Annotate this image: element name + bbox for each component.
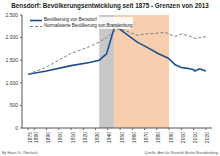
svg-text:1940: 1940: [106, 132, 112, 143]
svg-text:1960: 1960: [131, 132, 137, 143]
svg-text:1.000: 1.000: [8, 80, 18, 86]
svg-text:1875: 1875: [27, 132, 33, 143]
svg-text:1970: 1970: [143, 132, 149, 143]
svg-text:1890: 1890: [45, 132, 51, 143]
svg-text:1950: 1950: [119, 132, 125, 143]
html-text:Quelle: Amt für Statistik Berl: Quelle: Amt für Statistik Berlin-Branden…: [144, 151, 218, 155]
html-text:Normalisierte Bevölkerung von: Normalisierte Bevölkerung von Brandenbur…: [44, 23, 133, 28]
svg-text:1990: 1990: [168, 132, 174, 143]
html-text:Bensdorf: Bevölkerungsentwickl: Bensdorf: Bevölkerungsentwicklung seit 1…: [11, 2, 209, 9]
svg-text:2020: 2020: [204, 132, 210, 143]
svg-text:2000: 2000: [180, 132, 186, 143]
svg-text:1980: 1980: [155, 132, 161, 143]
svg-text:1900: 1900: [57, 132, 63, 143]
svg-text:2.500: 2.500: [8, 12, 18, 18]
svg-text:1880: 1880: [33, 132, 39, 143]
svg-text:0: 0: [15, 125, 18, 131]
svg-text:1930: 1930: [94, 132, 100, 143]
svg-text:2.000: 2.000: [8, 34, 18, 40]
svg-text:2010: 2010: [192, 132, 198, 143]
html-text:Bevölkerung von Bensdorf: Bevölkerung von Bensdorf: [44, 17, 97, 22]
svg-text:1920: 1920: [82, 132, 88, 143]
html-text:By Hans G. Oberlack: By Hans G. Oberlack: [2, 151, 38, 155]
svg-text:500: 500: [10, 102, 19, 108]
svg-text:1.500: 1.500: [8, 57, 18, 63]
svg-text:1910: 1910: [70, 132, 76, 143]
